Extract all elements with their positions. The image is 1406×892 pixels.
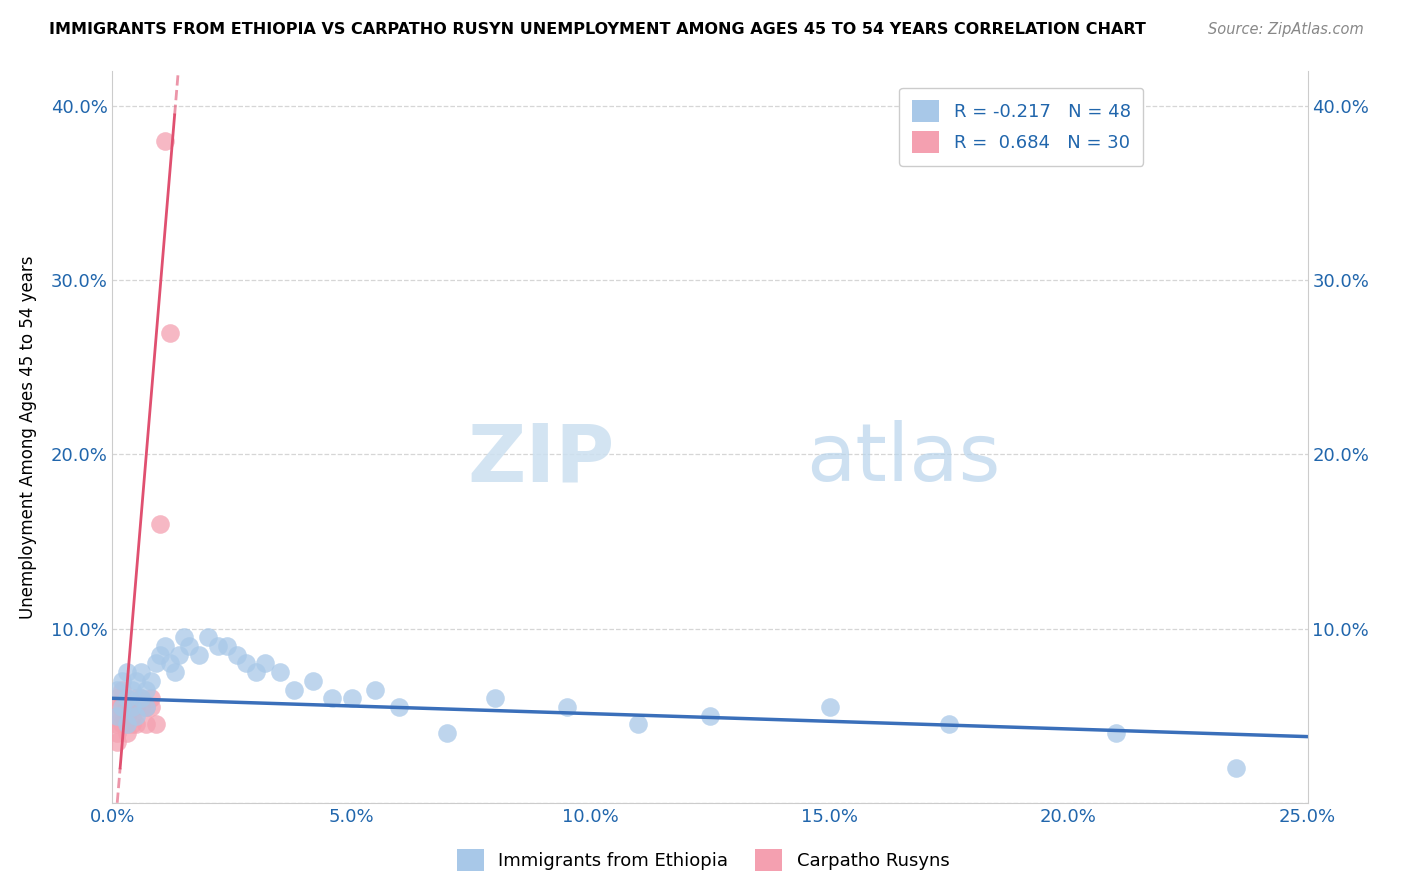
Point (104, 708, 127, 723)
Point (163, 665, 186, 680)
Point (235, 657, 257, 671)
Point (225, 648, 247, 662)
Point (115, 691, 138, 706)
Point (254, 657, 277, 671)
Point (105, 717, 128, 731)
Point (139, 700, 162, 714)
Point (364, 682, 387, 697)
Text: IMMIGRANTS FROM ETHIOPIA VS CARPATHO RUSYN UNEMPLOYMENT AMONG AGES 45 TO 54 YEAR: IMMIGRANTS FROM ETHIOPIA VS CARPATHO RUS… (49, 22, 1146, 37)
Point (627, 717, 650, 731)
Point (207, 639, 229, 653)
Point (115, 717, 138, 731)
Legend: Immigrants from Ethiopia, Carpatho Rusyns: Immigrants from Ethiopia, Carpatho Rusyn… (450, 842, 956, 879)
Point (125, 717, 148, 731)
Point (105, 735, 128, 749)
Point (105, 708, 128, 723)
Point (115, 708, 138, 723)
Point (135, 717, 157, 731)
Point (149, 648, 172, 662)
Point (135, 700, 157, 714)
Point (111, 682, 134, 697)
Point (321, 691, 343, 706)
Point (159, 657, 181, 671)
Point (121, 700, 143, 714)
Point (1225, 761, 1247, 775)
Point (145, 657, 167, 671)
Point (177, 639, 200, 653)
Point (121, 682, 143, 697)
Point (153, 134, 176, 148)
Point (245, 665, 267, 680)
Point (115, 700, 138, 714)
Y-axis label: Unemployment Among Ages 45 to 54 years: Unemployment Among Ages 45 to 54 years (18, 255, 37, 619)
Point (139, 691, 162, 706)
Point (269, 665, 291, 680)
Point (555, 700, 578, 714)
Point (197, 631, 219, 645)
Text: ZIP: ZIP (467, 420, 614, 498)
Point (699, 708, 721, 723)
Point (818, 700, 841, 714)
Point (111, 708, 134, 723)
Point (149, 517, 172, 532)
Point (1105, 726, 1128, 740)
Point (111, 673, 134, 688)
Point (484, 691, 506, 706)
Point (153, 639, 176, 653)
Point (125, 691, 148, 706)
Point (115, 665, 138, 680)
Point (125, 708, 148, 723)
Point (105, 691, 128, 706)
Point (121, 717, 143, 731)
Text: atlas: atlas (806, 420, 1000, 498)
Point (111, 691, 134, 706)
Point (302, 673, 325, 688)
Point (159, 326, 181, 340)
Point (125, 673, 148, 688)
Point (388, 700, 411, 714)
Text: Source: ZipAtlas.com: Source: ZipAtlas.com (1208, 22, 1364, 37)
Point (187, 648, 209, 662)
Point (340, 691, 363, 706)
Point (121, 700, 143, 714)
Point (115, 726, 138, 740)
Point (145, 717, 167, 731)
Point (129, 665, 152, 680)
Point (135, 682, 157, 697)
Point (135, 700, 157, 714)
Point (129, 700, 152, 714)
Point (173, 631, 195, 645)
Point (108, 700, 131, 714)
Point (105, 726, 128, 740)
Point (217, 639, 239, 653)
Point (121, 708, 143, 723)
Point (105, 682, 128, 697)
Point (111, 717, 134, 731)
Point (938, 717, 960, 731)
Point (129, 691, 152, 706)
Point (111, 700, 134, 714)
Point (283, 682, 305, 697)
Legend: R = -0.217   N = 48, R =  0.684   N = 30: R = -0.217 N = 48, R = 0.684 N = 30 (900, 87, 1143, 166)
Point (169, 648, 191, 662)
Point (129, 691, 152, 706)
Point (139, 673, 162, 688)
Point (436, 726, 458, 740)
Point (125, 700, 148, 714)
Point (115, 717, 138, 731)
